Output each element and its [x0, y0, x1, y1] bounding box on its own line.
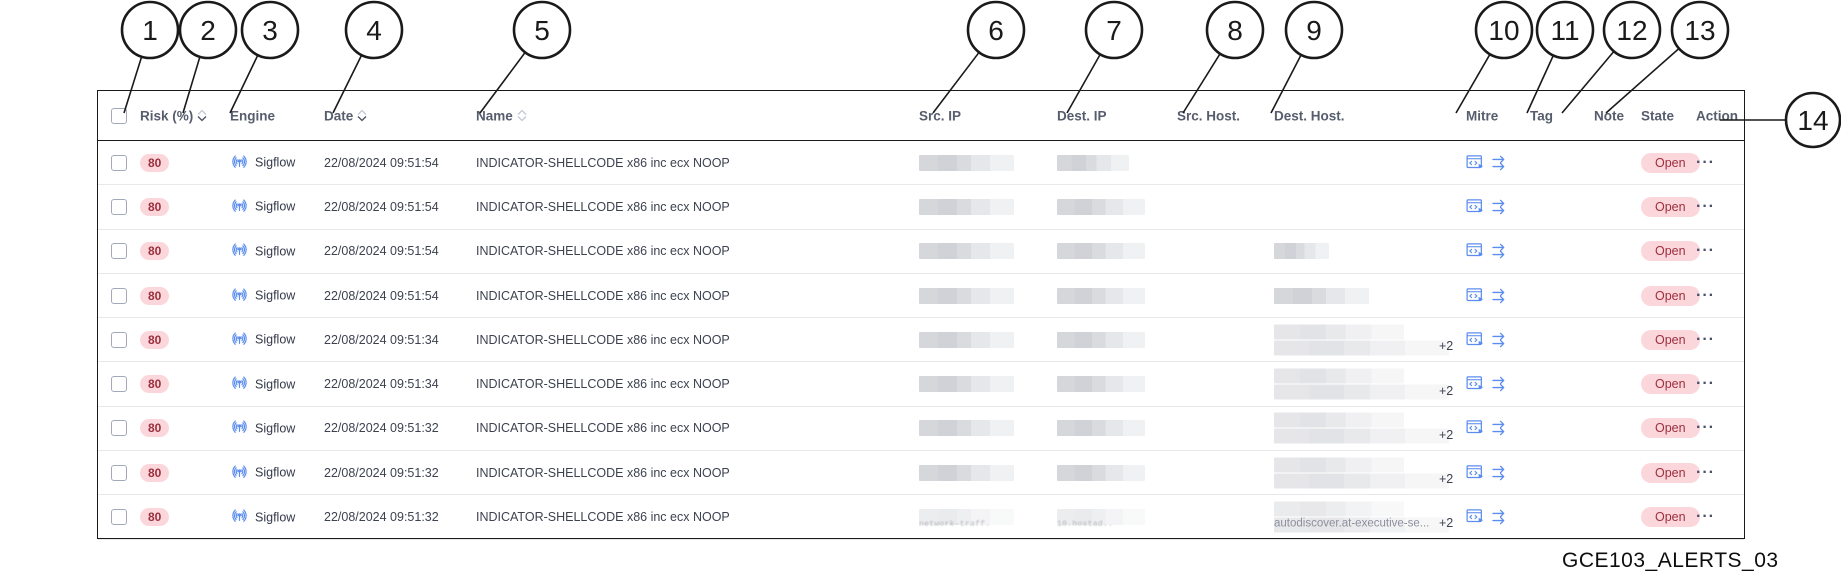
svg-text:9: 9: [1306, 15, 1322, 46]
svg-text:13: 13: [1684, 15, 1715, 46]
svg-text:1: 1: [142, 15, 158, 46]
svg-text:5: 5: [534, 15, 550, 46]
svg-text:7: 7: [1106, 15, 1122, 46]
svg-text:12: 12: [1616, 15, 1647, 46]
svg-text:11: 11: [1550, 15, 1579, 46]
svg-text:3: 3: [262, 15, 278, 46]
svg-text:14: 14: [1797, 105, 1828, 136]
svg-text:2: 2: [200, 15, 216, 46]
svg-text:4: 4: [366, 15, 382, 46]
svg-text:10: 10: [1488, 15, 1519, 46]
svg-text:8: 8: [1227, 15, 1243, 46]
svg-text:6: 6: [988, 15, 1004, 46]
